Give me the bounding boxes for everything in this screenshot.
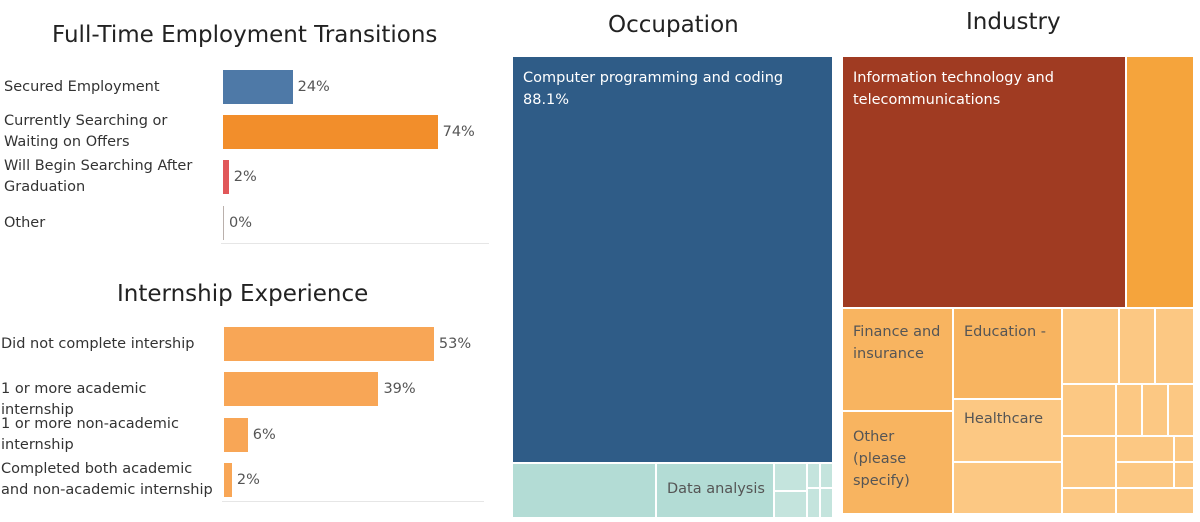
treemap-tile [1116,384,1142,436]
category-label: Currently Searching or Waiting on Offers [4,113,168,150]
value-label: 2% [233,169,257,185]
treemap-tile [1174,462,1194,488]
treemap-tile: Data analysis [656,463,774,518]
treemap-tile-label: Other (please specify) [853,429,910,489]
employment-chart-title: Full-Time Employment Transitions [52,22,438,48]
value-label: 24% [297,79,330,95]
treemap-tile [1116,462,1174,488]
treemap-tile [953,462,1062,514]
treemap-tile [1119,308,1155,384]
bar [224,418,248,452]
category-label: Secured Employment [4,78,160,95]
treemap-tile [1155,308,1194,384]
treemap-tile [1062,436,1116,488]
bar [224,327,434,361]
bar [224,463,232,497]
value-label: 74% [442,124,475,140]
internship-chart-title: Internship Experience [117,281,369,307]
treemap-tile [807,488,820,518]
treemap-tile: Education - [953,308,1062,399]
treemap-tile [1142,384,1168,436]
treemap-tile-label: Data analysis [667,481,765,497]
treemap-tile: Finance and insurance [842,308,953,411]
treemap-tile [1116,436,1174,462]
treemap-tile [512,463,656,518]
treemap-tile [774,463,807,491]
treemap-tile [1168,384,1194,436]
treemap-tile-label: Healthcare [964,411,1044,427]
category-label: Other [4,214,46,231]
axis-baseline [221,243,489,244]
axis-baseline [222,501,484,502]
treemap-tile-label: Education - [964,324,1047,340]
category-label: Did not complete intership [1,335,195,352]
industry-treemap-title: Industry [966,9,1061,35]
treemap-tile-label: Finance and insurance [853,324,941,362]
treemap-tile: Other (please specify) [842,411,953,514]
treemap-tile [774,491,807,518]
treemap-tile: Healthcare [953,399,1062,462]
value-label: 6% [252,427,276,443]
category-label: 1 or more non-academic internship [1,416,179,453]
value-label: 0% [229,215,253,231]
value-label: 2% [236,472,260,488]
treemap-tile [1062,384,1116,436]
treemap-tile: Computer programming and coding 88.1% [512,56,833,463]
value-label: 53% [438,336,472,352]
industry-treemap: Information technology and telecommunica… [842,56,1194,514]
treemap-tile [820,463,833,488]
bar [223,115,438,149]
bar [223,70,293,104]
treemap-tile [1174,436,1194,462]
treemap-tile-label: Computer programming and coding 88.1% [523,67,828,111]
category-label: Completed both academic and non-academic… [1,461,213,498]
treemap-tile [1062,488,1116,514]
category-label: Will Begin Searching After Graduation [4,158,193,195]
bar [223,160,229,194]
treemap-tile-label: Information technology and telecommunica… [853,70,1054,108]
value-label: 39% [383,381,416,397]
treemap-tile: Information technology and telecommunica… [842,56,1126,308]
treemap-tile [1062,308,1119,384]
treemap-tile [820,488,833,518]
bar [223,206,224,240]
treemap-tile [1126,56,1194,308]
treemap-tile-value: 88.1% [523,92,570,108]
occupation-treemap: Computer programming and coding 88.1% Data… [512,56,833,518]
bar [224,372,379,406]
treemap-tile [1116,488,1194,514]
category-label: 1 or more academic internship [1,380,147,418]
occupation-treemap-title: Occupation [608,12,739,38]
treemap-tile [807,463,820,488]
